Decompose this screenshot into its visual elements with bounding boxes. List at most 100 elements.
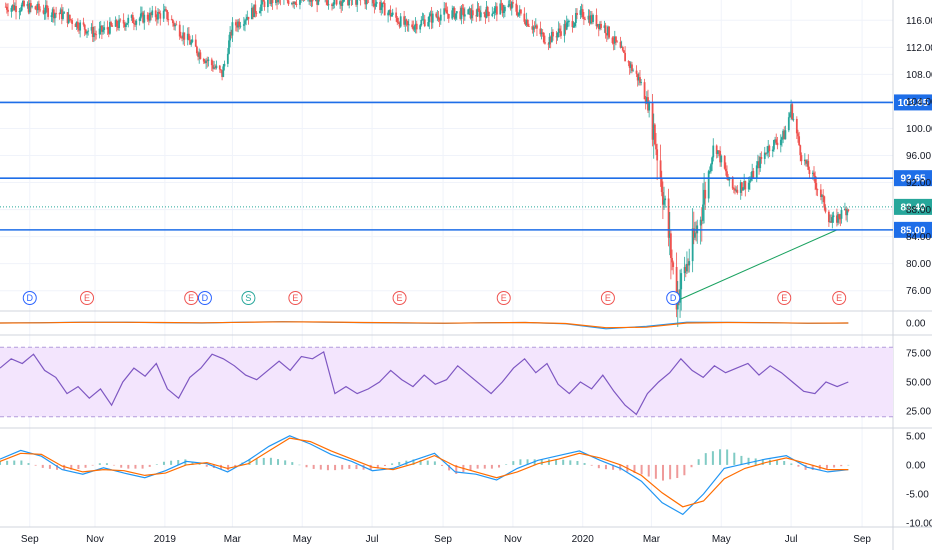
event-marker-D[interactable]: D (197, 291, 212, 305)
candle-body (109, 22, 111, 34)
event-marker-E[interactable]: E (392, 291, 407, 305)
candle-body (508, 4, 511, 6)
macd-histogram-bar (376, 464, 379, 469)
candle-body (430, 13, 433, 23)
macd-histogram-bar (191, 461, 194, 465)
candle-body (275, 0, 277, 3)
candle-body (532, 26, 535, 30)
candle-body (534, 25, 537, 28)
candle-body (252, 7, 254, 18)
candle-body (671, 257, 673, 263)
macd-histogram-bar (654, 464, 657, 479)
event-marker-E[interactable]: E (80, 291, 95, 305)
candle-body (547, 43, 550, 45)
macd-histogram-bar (804, 464, 807, 470)
last-price-tag (894, 198, 932, 215)
candle-body (443, 8, 446, 15)
candle-body (542, 32, 545, 43)
candle-body (204, 61, 206, 63)
candle-body (437, 16, 440, 20)
event-marker-E[interactable]: E (288, 291, 303, 305)
candle-body (751, 171, 754, 179)
candle-body (827, 211, 830, 223)
candle-body (734, 188, 736, 191)
candle-body (333, 0, 336, 5)
candle-body (387, 12, 390, 16)
candle-body (580, 9, 583, 11)
event-marker-E[interactable]: E (184, 291, 199, 305)
candle-body (10, 7, 13, 12)
candle-body (747, 182, 750, 190)
macd-histogram-bar (811, 464, 814, 470)
candle-body (397, 22, 400, 24)
price-tick-label: 80.00 (906, 259, 931, 270)
candle-body (612, 43, 615, 44)
candle-body (43, 13, 46, 15)
candle-body (237, 21, 240, 28)
x-tick-label: Sep (853, 534, 871, 545)
event-marker-E[interactable]: E (496, 291, 511, 305)
candle-body (202, 58, 205, 62)
candle-body (557, 28, 560, 33)
x-tick-label: Mar (643, 534, 661, 545)
rsi-layer (0, 346, 893, 418)
candle-body (62, 13, 64, 19)
candle-body (463, 14, 466, 17)
candle-body (207, 59, 210, 61)
candle-body (644, 99, 647, 104)
trendline[interactable] (676, 229, 838, 302)
candle-body (563, 23, 566, 36)
candle-body (659, 160, 662, 178)
candle-body (640, 82, 643, 83)
event-circle (832, 291, 847, 305)
event-marker-E[interactable]: E (777, 291, 792, 305)
macd-histogram-bar (711, 451, 714, 465)
candle-body (692, 228, 695, 238)
event-marker-S[interactable]: S (241, 291, 256, 305)
candle-body (188, 33, 190, 41)
candle-body (27, 3, 30, 13)
candle-body (467, 9, 470, 15)
candle-body (832, 215, 835, 218)
event-marker-E[interactable]: E (600, 291, 615, 305)
indicator-series-1 (0, 321, 849, 329)
event-marker-D[interactable]: D (22, 291, 37, 305)
candle-body (766, 152, 768, 154)
candle-body (651, 103, 654, 140)
candle-body (175, 24, 178, 26)
candle-body (395, 12, 398, 18)
candle-body (92, 33, 95, 38)
macd-histogram-bar (6, 460, 9, 465)
event-circle (22, 291, 37, 305)
candle-body (146, 14, 149, 20)
event-circle (184, 291, 199, 305)
candle-body (718, 150, 720, 152)
candle-body (102, 29, 104, 32)
macd-histogram-bar (583, 463, 586, 465)
macd-histogram-bar (162, 461, 165, 465)
event-label: S (245, 293, 251, 303)
candle-body (603, 25, 606, 28)
macd-layer (0, 435, 850, 516)
candle-body (58, 13, 61, 15)
event-label: E (781, 293, 787, 303)
candle-body (837, 214, 839, 223)
macd-histogram-bar (84, 464, 87, 468)
event-marker-D[interactable]: D (666, 291, 681, 305)
candle-body (218, 65, 221, 70)
candle-body (565, 22, 568, 30)
x-tick-label: Jul (366, 534, 379, 545)
candle-body (213, 67, 215, 69)
event-marker-E[interactable]: E (832, 291, 847, 305)
candle-body (621, 47, 624, 51)
candle-body (374, 3, 377, 7)
candle-body (613, 36, 616, 44)
macd-histogram-bar (526, 459, 529, 465)
candle-body (744, 181, 747, 190)
candle-body (236, 25, 238, 28)
candle-body (390, 14, 393, 17)
candle-body (60, 9, 63, 19)
candle-body (499, 3, 502, 15)
